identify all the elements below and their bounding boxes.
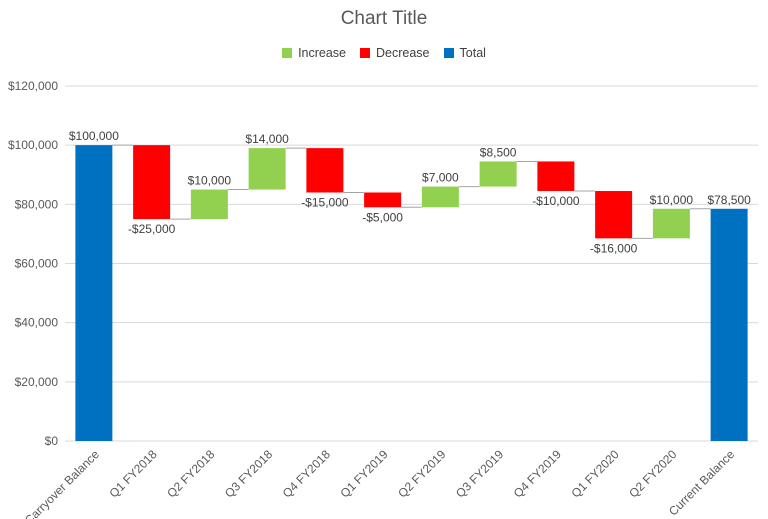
legend-swatch-increase bbox=[282, 48, 293, 58]
y-tick-label: $120,000 bbox=[8, 79, 58, 93]
data-label: -$5,000 bbox=[362, 210, 403, 224]
x-tick-label: Carryover Balance bbox=[22, 447, 102, 519]
data-label: $78,500 bbox=[707, 193, 751, 207]
y-tick-label: $100,000 bbox=[8, 138, 58, 152]
legend-label-total: Total bbox=[459, 46, 486, 60]
x-tick-label: Q2 FY2018 bbox=[164, 447, 218, 501]
y-tick-label: $40,000 bbox=[15, 316, 59, 330]
data-label: -$25,000 bbox=[128, 222, 176, 236]
x-tick-label: Q4 FY2019 bbox=[511, 447, 565, 501]
bar-increase bbox=[479, 161, 517, 187]
y-tick-label: $0 bbox=[45, 434, 59, 448]
bar-decrease bbox=[537, 161, 575, 192]
bar-decrease bbox=[364, 192, 402, 208]
x-tick-label: Q1 FY2020 bbox=[568, 447, 622, 501]
data-label: -$15,000 bbox=[301, 196, 349, 210]
legend-swatch-decrease bbox=[360, 48, 371, 58]
x-tick-label: Q2 FY2019 bbox=[395, 447, 449, 501]
data-label: $14,000 bbox=[245, 132, 289, 146]
chart-title: Chart Title bbox=[340, 8, 428, 29]
y-tick-label: $60,000 bbox=[15, 257, 59, 271]
legend-swatch-total bbox=[443, 48, 454, 58]
bar-decrease bbox=[306, 148, 344, 193]
y-tick-label: $20,000 bbox=[15, 375, 59, 389]
x-tick-label: Q3 FY2018 bbox=[222, 447, 276, 501]
bar-increase bbox=[248, 148, 286, 190]
legend-item-increase: Increase bbox=[282, 46, 346, 60]
bar-decrease bbox=[133, 145, 171, 220]
data-label: $100,000 bbox=[69, 129, 119, 143]
legend-item-total: Total bbox=[443, 46, 486, 60]
x-tick-label: Q1 FY2018 bbox=[106, 447, 160, 501]
y-tick-label: $80,000 bbox=[15, 197, 59, 211]
legend: Increase Decrease Total bbox=[0, 46, 768, 60]
legend-label-decrease: Decrease bbox=[376, 46, 430, 60]
legend-label-increase: Increase bbox=[298, 46, 347, 60]
x-tick-label: Q3 FY2019 bbox=[453, 447, 507, 501]
bar-decrease bbox=[595, 191, 633, 239]
bar-total bbox=[75, 145, 113, 441]
data-label: -$16,000 bbox=[590, 241, 638, 255]
x-tick-label: Q1 FY2019 bbox=[337, 447, 391, 501]
bar-increase bbox=[190, 189, 228, 220]
bar-increase bbox=[652, 208, 690, 239]
data-label: $8,500 bbox=[480, 145, 517, 159]
bar-increase bbox=[421, 186, 459, 208]
x-tick-label: Q4 FY2018 bbox=[280, 447, 334, 501]
data-label: $7,000 bbox=[422, 171, 459, 185]
legend-item-decrease: Decrease bbox=[360, 46, 430, 60]
bar-total bbox=[710, 208, 748, 441]
data-label: $10,000 bbox=[188, 174, 232, 188]
x-tick-label: Q2 FY2020 bbox=[626, 447, 680, 501]
data-label: -$10,000 bbox=[532, 194, 580, 208]
data-label: $10,000 bbox=[650, 193, 694, 207]
